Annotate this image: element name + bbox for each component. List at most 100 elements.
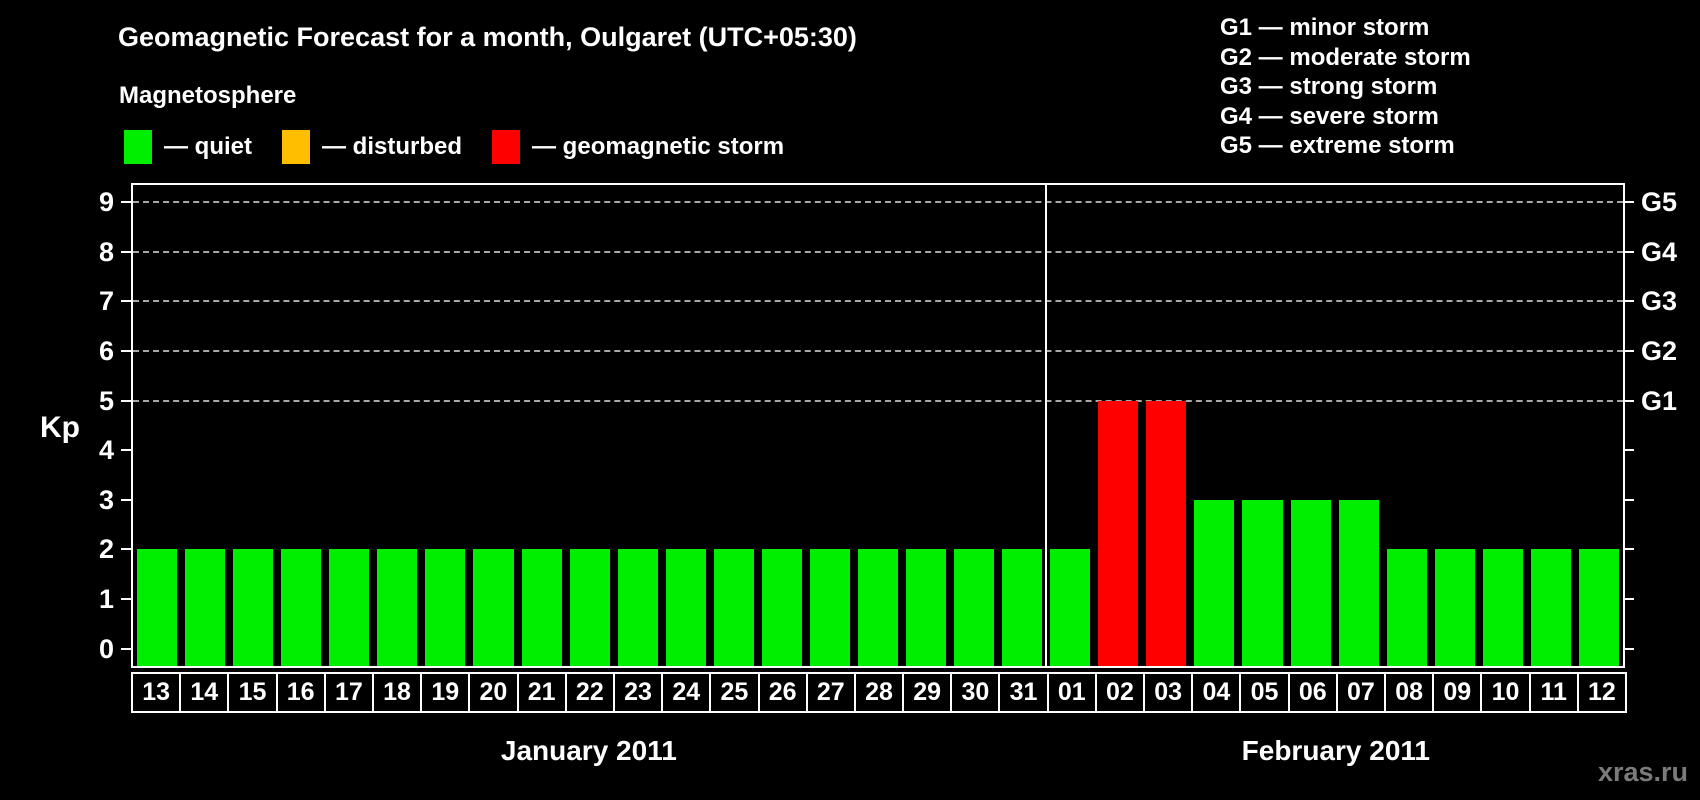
gridline-kp9 xyxy=(133,201,1623,204)
day-label: 11 xyxy=(1528,672,1579,713)
legend-item-label: — disturbed xyxy=(322,133,463,160)
day-label: 27 xyxy=(805,672,856,713)
day-label: 03 xyxy=(1143,672,1194,713)
y-axis-tick xyxy=(121,300,132,303)
day-label: 13 xyxy=(131,672,182,713)
day-label: 02 xyxy=(1094,672,1146,713)
kp-bar xyxy=(329,549,370,666)
day-label: 26 xyxy=(757,672,808,713)
gridline-kp6 xyxy=(133,349,1623,352)
disturbed-color-swatch xyxy=(282,130,310,164)
kp-bar xyxy=(425,549,466,666)
g-legend-line: G4 — severe storm xyxy=(1220,102,1439,130)
day-label: 09 xyxy=(1432,672,1483,713)
y-axis-tick xyxy=(121,250,132,253)
y-tick-label: 4 xyxy=(98,435,114,466)
kp-bar xyxy=(761,549,802,666)
right-axis-tick xyxy=(1623,498,1634,501)
kp-bar xyxy=(1482,549,1523,666)
g-scale-legend: G1 — minor storm G2 — moderate storm G3 … xyxy=(1220,13,1471,161)
kp-bar xyxy=(281,549,322,666)
y-tick-label: 6 xyxy=(98,335,114,366)
kp-bar xyxy=(954,549,995,666)
right-axis-tick xyxy=(1623,449,1634,452)
kp-bar xyxy=(617,549,658,666)
right-axis-tick xyxy=(1623,250,1634,253)
day-label: 18 xyxy=(371,672,423,713)
g-tick-label: G4 xyxy=(1641,236,1678,267)
kp-bar xyxy=(857,549,899,666)
month-label: January 2011 xyxy=(500,735,677,766)
kp-bar xyxy=(377,549,418,666)
day-label: 28 xyxy=(853,672,905,713)
y-axis-tick xyxy=(121,548,132,551)
g-tick-label: G3 xyxy=(1641,286,1678,317)
kp-bar xyxy=(665,549,706,666)
g-tick-label: G2 xyxy=(1641,335,1678,366)
y-tick-label: 3 xyxy=(98,484,114,515)
kp-bar xyxy=(1194,499,1235,666)
day-label: 29 xyxy=(902,672,953,713)
g-tick-label: G5 xyxy=(1641,187,1678,218)
right-axis-tick xyxy=(1623,300,1634,303)
right-axis-tick xyxy=(1623,647,1634,650)
g-legend-line: G1 — minor storm xyxy=(1220,14,1430,41)
kp-bar xyxy=(233,549,274,666)
legend-item-disturbed: — disturbed xyxy=(282,130,462,164)
kp-bar xyxy=(1578,549,1619,666)
right-axis-tick xyxy=(1623,399,1634,402)
y-axis-tick xyxy=(121,399,132,402)
legend-item-storm: — geomagnetic storm xyxy=(492,130,784,164)
day-label: 21 xyxy=(516,672,567,713)
day-label: 25 xyxy=(709,672,760,713)
y-axis-tick xyxy=(121,647,132,650)
kp-bar xyxy=(185,549,226,666)
right-axis-tick xyxy=(1623,349,1634,352)
y-tick-label: 5 xyxy=(98,385,114,416)
day-label: 08 xyxy=(1384,672,1435,713)
g-tick-label: G1 xyxy=(1641,385,1678,416)
y-axis-title: Kp xyxy=(40,411,80,444)
kp-bar xyxy=(906,549,947,666)
day-label: 05 xyxy=(1239,672,1290,713)
quiet-color-swatch xyxy=(124,130,152,164)
magnetosphere-legend: — quiet — disturbed — geomagnetic storm xyxy=(124,130,784,164)
day-label: 17 xyxy=(323,672,374,713)
y-axis-tick xyxy=(121,449,132,452)
day-label: 06 xyxy=(1287,672,1338,713)
gridline-kp7 xyxy=(133,300,1623,303)
kp-bar xyxy=(569,549,610,666)
kp-bar xyxy=(1338,499,1379,666)
day-label: 23 xyxy=(612,672,664,713)
page-title: Geomagnetic Forecast for a month, Oulgar… xyxy=(118,22,857,52)
y-tick-label: 8 xyxy=(98,236,114,267)
kp-bar xyxy=(1146,400,1187,666)
y-tick-label: 7 xyxy=(98,286,114,317)
kp-bar xyxy=(137,549,178,666)
day-label: 10 xyxy=(1480,672,1531,713)
day-label: 24 xyxy=(661,672,712,713)
legend-item-label: — quiet xyxy=(164,133,252,160)
y-tick-label: 2 xyxy=(98,534,114,565)
y-axis-tick xyxy=(121,597,132,600)
legend-item-label: — geomagnetic storm xyxy=(532,133,785,160)
storm-color-swatch xyxy=(492,130,521,164)
kp-bar xyxy=(1386,549,1427,666)
kp-bar xyxy=(1098,400,1139,666)
day-label: 14 xyxy=(179,672,230,713)
day-label: 07 xyxy=(1335,672,1387,713)
kp-bar xyxy=(1002,549,1043,666)
y-tick-label: 1 xyxy=(98,583,114,614)
right-axis-tick xyxy=(1623,201,1634,204)
kp-bar xyxy=(1530,549,1571,666)
day-label: 01 xyxy=(1046,672,1097,713)
day-label: 19 xyxy=(420,672,471,713)
kp-bar xyxy=(809,549,850,666)
g-legend-line: G3 — strong storm xyxy=(1220,73,1438,100)
right-axis-tick xyxy=(1623,597,1634,600)
right-axis-tick xyxy=(1623,548,1634,551)
watermark: xras.ru xyxy=(1597,757,1688,787)
kp-bar xyxy=(713,549,754,666)
day-label: 12 xyxy=(1576,672,1627,713)
